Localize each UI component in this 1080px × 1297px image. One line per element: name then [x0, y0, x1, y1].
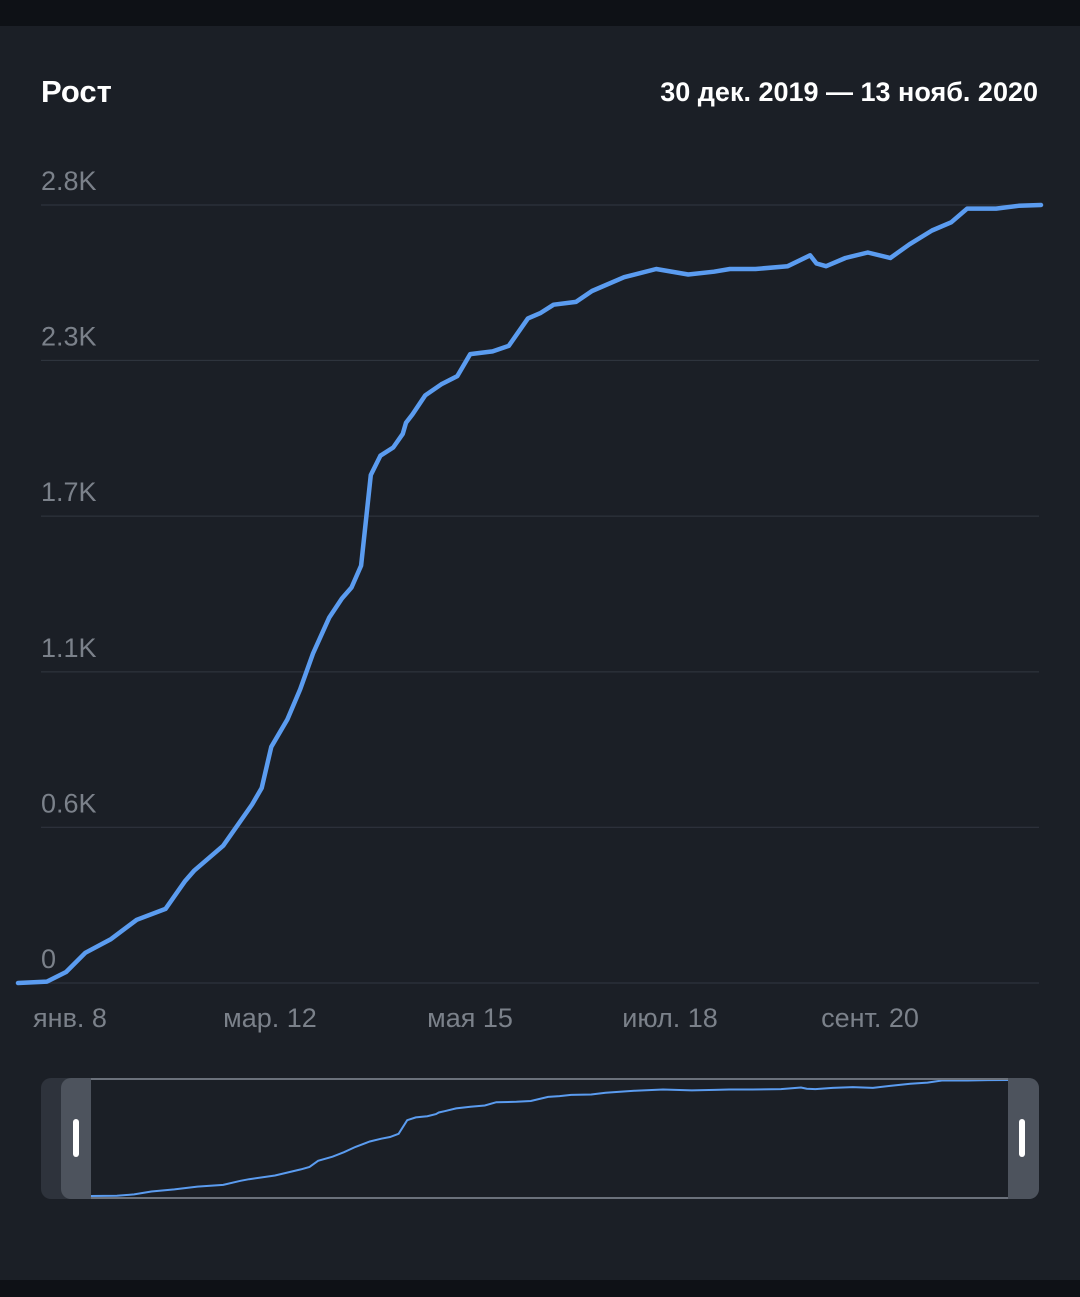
status-bar	[0, 0, 1080, 26]
y-tick-label: 0	[41, 944, 56, 974]
drag-handle-icon	[1019, 1119, 1025, 1157]
range-navigator[interactable]	[41, 1078, 1039, 1199]
growth-line	[15, 202, 1044, 986]
grid-lines	[41, 204, 1039, 984]
drag-handle-icon	[73, 1119, 79, 1157]
navigator-window[interactable]	[91, 1079, 1008, 1198]
x-tick-label: сент. 20	[821, 1003, 919, 1033]
y-tick-label: 1.7K	[41, 477, 97, 507]
navigator-line	[90, 1079, 1009, 1197]
bottom-bar	[0, 1280, 1080, 1297]
chart-panel	[0, 26, 1080, 1280]
x-tick-label: июл. 18	[622, 1003, 718, 1033]
y-axis-ticks: 0 0.6K 1.1K 1.7K 2.3K 2.8K	[41, 166, 97, 974]
y-tick-label: 2.3K	[41, 321, 97, 351]
chart-title: Рост	[41, 74, 112, 109]
date-range[interactable]: 30 дек. 2019 — 13 нояб. 2020	[660, 77, 1038, 107]
x-tick-label: мар. 12	[223, 1003, 317, 1033]
y-tick-label: 2.8K	[41, 166, 97, 196]
navigator-right-handle[interactable]	[1008, 1078, 1039, 1199]
navigator-left-handle[interactable]	[61, 1078, 91, 1199]
y-tick-label: 1.1K	[41, 633, 97, 663]
x-tick-label: янв. 8	[33, 1003, 107, 1033]
y-tick-label: 0.6K	[41, 788, 97, 818]
x-axis-ticks: янв. 8 мар. 12 мая 15 июл. 18 сент. 20	[33, 1003, 919, 1033]
x-tick-label: мая 15	[427, 1003, 513, 1033]
